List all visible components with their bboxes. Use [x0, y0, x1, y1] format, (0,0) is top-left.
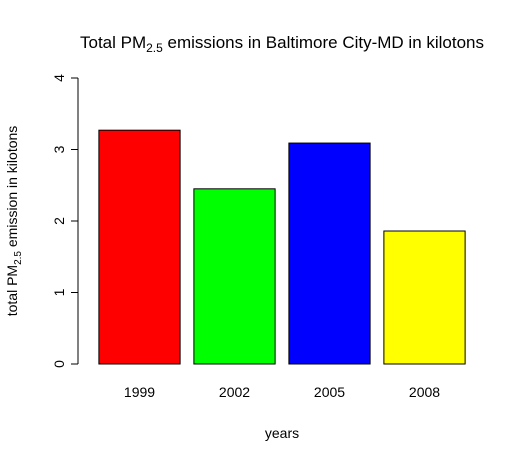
- chart-title: Total PM2.5 emissions in Baltimore City-…: [80, 33, 484, 55]
- y-axis-label: total PM2.5 emission in kilotons: [4, 126, 24, 317]
- y-tick-label: 1: [51, 288, 67, 296]
- x-tick-label: 2002: [219, 384, 250, 400]
- x-tick-label: 2008: [409, 384, 440, 400]
- bar-1999: [98, 129, 181, 365]
- y-axis-label-subscript: 2.5: [13, 251, 24, 265]
- chart-title-prefix: Total PM: [80, 33, 146, 52]
- x-tick-labels: 1999 2002 2005 2008: [124, 384, 440, 400]
- chart-title-suffix: emissions in Baltimore City-MD in kiloto…: [163, 33, 484, 52]
- y-tick-label: 0: [51, 360, 67, 368]
- y-axis-label-prefix: total PM: [4, 265, 20, 316]
- bar-2005: [288, 142, 371, 365]
- bars: [98, 129, 466, 365]
- x-tick-label: 2005: [314, 384, 345, 400]
- y-tick-label: 4: [51, 74, 67, 82]
- y-tick-label: 2: [51, 217, 67, 225]
- bar-2002: [193, 188, 276, 365]
- x-axis-label: years: [265, 425, 299, 441]
- chart-title-subscript: 2.5: [146, 41, 163, 55]
- y-tick-label: 3: [51, 145, 67, 153]
- y-axis-label-suffix: emission in kilotons: [4, 126, 20, 251]
- y-axis: 0 1 2 3 4: [51, 74, 79, 368]
- x-tick-label: 1999: [124, 384, 155, 400]
- bar-2008: [383, 230, 466, 365]
